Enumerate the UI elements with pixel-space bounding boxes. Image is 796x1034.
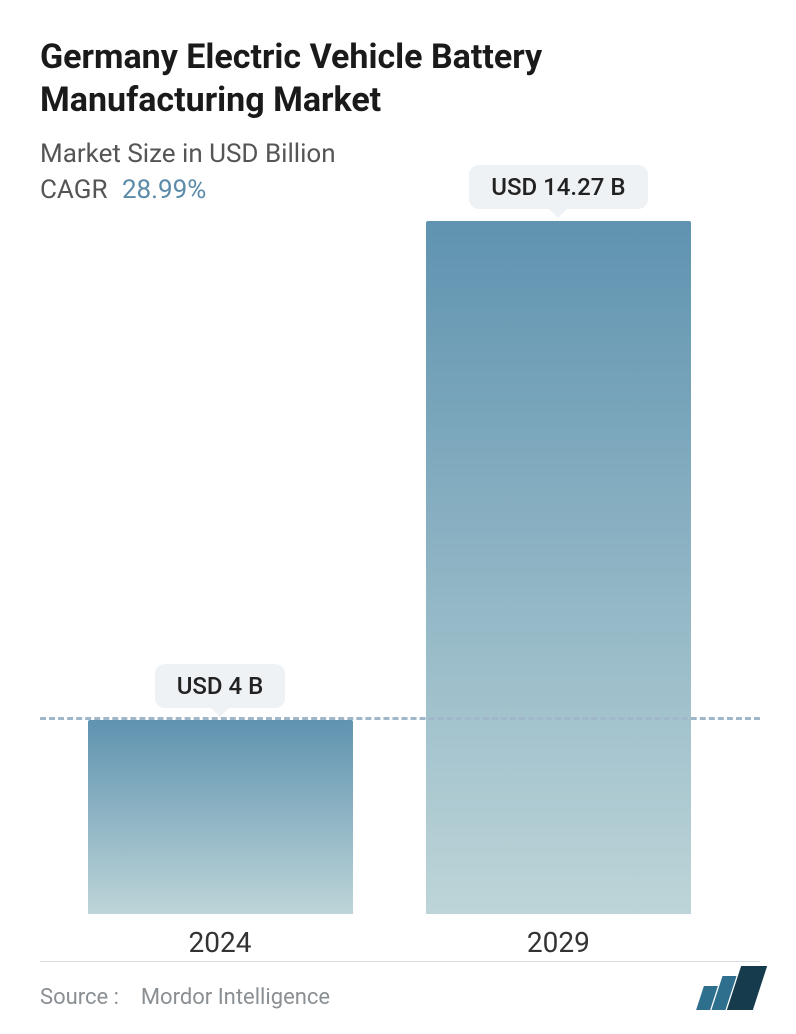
footer-divider (40, 961, 760, 962)
chart-area: USD 4 BUSD 14.27 B 2024 2029 (40, 221, 760, 1006)
bar (88, 720, 353, 914)
value-badge: USD 4 B (155, 664, 286, 708)
chart-title: Germany Electric Vehicle Battery Manufac… (40, 36, 760, 121)
source-name: Mordor Intelligence (141, 985, 330, 1010)
bar-group: USD 14.27 B (426, 165, 691, 914)
reference-line (40, 717, 760, 720)
source-label: Source : (40, 985, 119, 1010)
bar-group: USD 4 B (88, 664, 353, 914)
source-attribution: Source : Mordor Intelligence (40, 985, 330, 1010)
bar (426, 221, 691, 914)
footer: Source : Mordor Intelligence (40, 966, 760, 1010)
logo-bar (727, 966, 767, 1010)
chart-card: Germany Electric Vehicle Battery Manufac… (0, 0, 796, 1034)
x-axis-label: 2029 (527, 926, 590, 959)
x-axis-label: 2024 (189, 926, 252, 959)
cagr-value: 28.99% (122, 175, 206, 205)
x-axis-labels: 2024 2029 (40, 926, 760, 966)
cagr-label: CAGR (40, 175, 107, 205)
value-badge: USD 14.27 B (469, 165, 647, 209)
chart-plot: USD 4 BUSD 14.27 B (40, 221, 760, 914)
mordor-logo-icon (700, 966, 760, 1010)
